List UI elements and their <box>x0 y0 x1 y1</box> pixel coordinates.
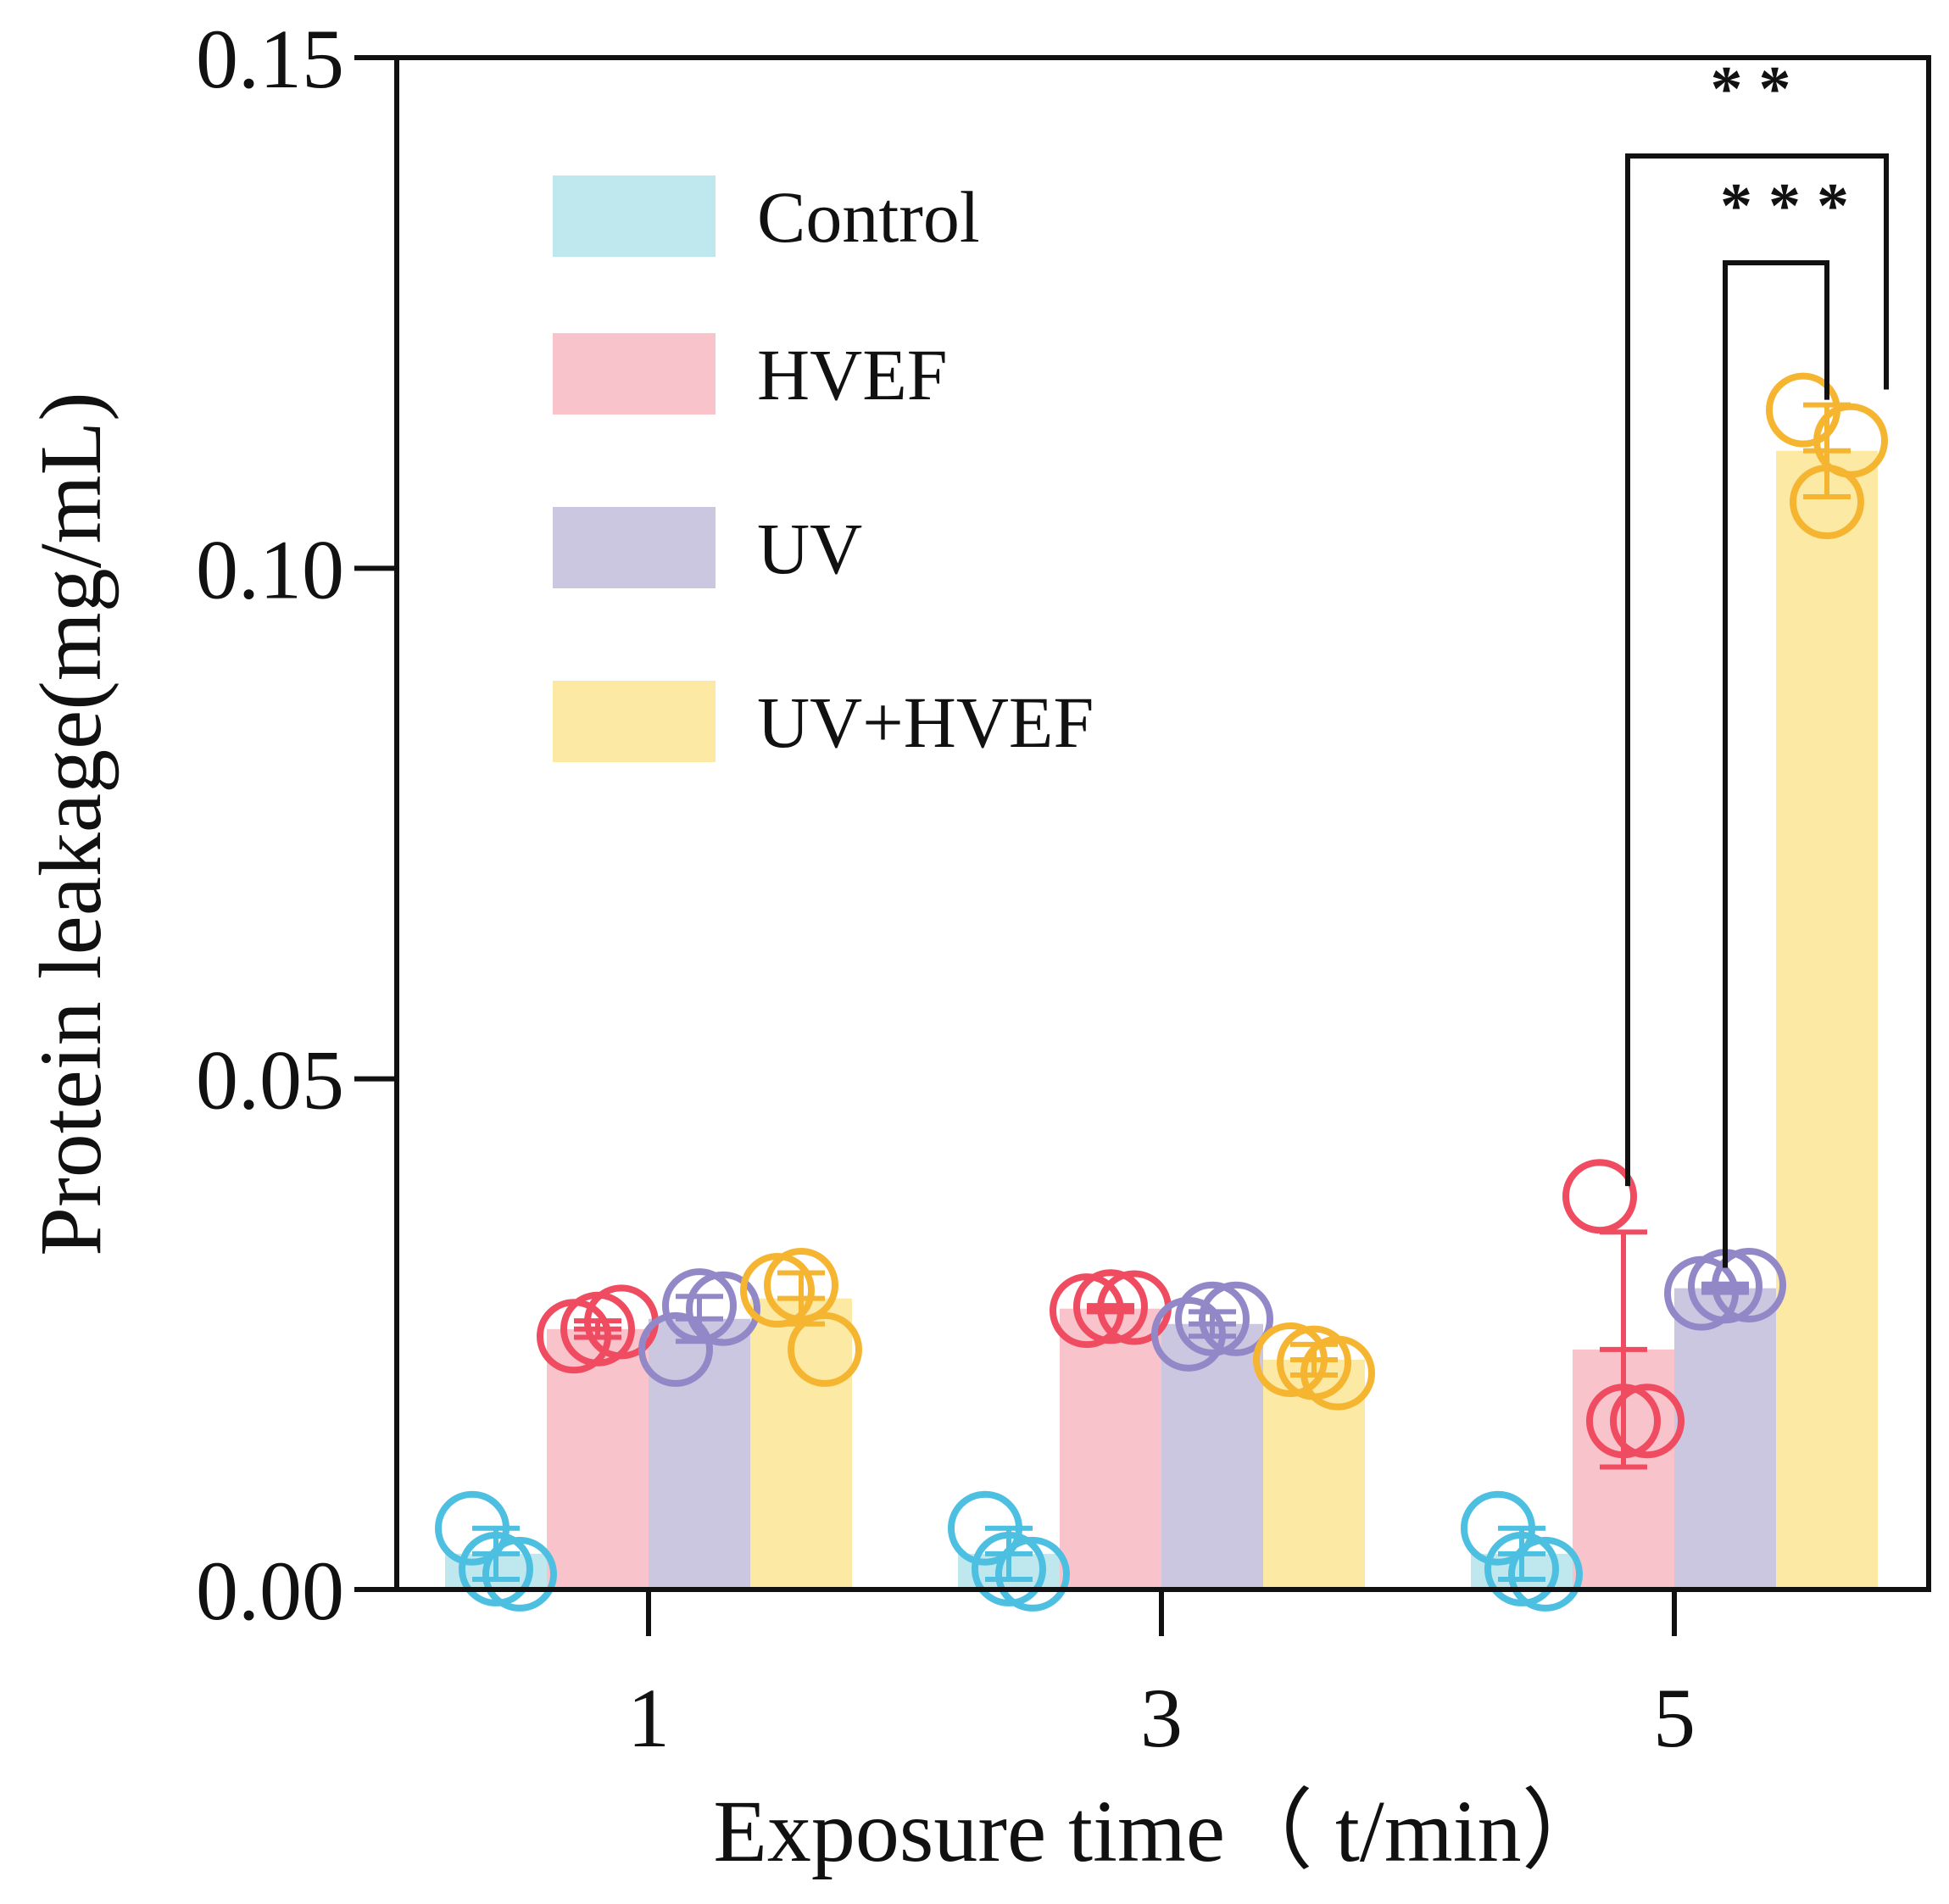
legend-item-hvef: HVEF <box>553 333 948 415</box>
bar-hvef-t1 <box>547 1328 649 1589</box>
error-bar-hvef-t3 <box>1087 1303 1134 1315</box>
error-bar-uv-t3 <box>1189 1309 1236 1339</box>
x-tick-label: 3 <box>1140 1671 1183 1765</box>
data-point-uv-hvef-t1 <box>788 1311 862 1387</box>
data-point-control-t3 <box>995 1536 1070 1612</box>
error-bar-uv-hvef-t3 <box>1290 1341 1338 1378</box>
legend-label: HVEF <box>757 334 948 415</box>
error-bar-hvef-t1 <box>574 1318 621 1340</box>
y-tick-label: 0.00 <box>196 1544 344 1638</box>
legend: Control HVEF UV UV+HVEF <box>553 175 1094 763</box>
bar-hvef-t3 <box>1060 1308 1161 1589</box>
error-bar-control-t1 <box>472 1525 520 1582</box>
error-bar-control-t3 <box>985 1525 1033 1582</box>
data-point-control-t5 <box>1508 1536 1583 1612</box>
data-point-hvef-t5 <box>1562 1159 1637 1234</box>
y-tick-label: 0.15 <box>196 12 344 106</box>
error-bar-hvef-t5 <box>1600 1229 1647 1470</box>
bar-uv-hvef-t5 <box>1776 450 1878 1590</box>
legend-swatch <box>553 175 716 257</box>
legend-item-uv-hvef: UV+HVEF <box>553 681 1094 763</box>
x-tick-label: 5 <box>1653 1671 1696 1765</box>
bar-uv-hvef-t1 <box>750 1298 852 1589</box>
error-bar-uv-t5 <box>1701 1281 1749 1295</box>
data-point-uv-hvef-t3 <box>1277 1325 1351 1400</box>
legend-swatch <box>553 507 716 588</box>
data-point-control-t1 <box>482 1536 557 1612</box>
x-axis-title: Exposure time（ t/min） <box>713 1783 1609 1880</box>
significance-layer: * * * * * <box>1625 53 1889 1268</box>
data-point-hvef-t5 <box>1610 1383 1684 1459</box>
error-bar-control-t5 <box>1498 1525 1545 1582</box>
error-bar-uv-t1 <box>676 1294 723 1344</box>
legend-label: UV+HVEF <box>757 682 1094 763</box>
significance-label-inner: * * * <box>1720 170 1849 242</box>
data-point-hvef-t1 <box>560 1291 635 1367</box>
legend-label: UV <box>757 508 862 589</box>
data-point-uv-t3 <box>1199 1281 1273 1356</box>
y-tick-label: 0.10 <box>196 522 344 616</box>
significance-bracket-outer <box>1625 153 1889 1187</box>
legend-item-control: Control <box>553 175 980 258</box>
error-bar-uv-hvef-t1 <box>777 1270 825 1327</box>
legend-swatch <box>553 333 716 415</box>
legend-label: Control <box>757 176 980 258</box>
data-point-uv-t3 <box>1175 1281 1250 1356</box>
bar-uv-t1 <box>649 1318 750 1589</box>
significance-bracket-inner <box>1723 260 1829 1268</box>
data-point-hvef-t3 <box>1073 1269 1148 1344</box>
bars-layer <box>445 450 1878 1590</box>
legend-swatch <box>553 681 716 762</box>
error-bars-layer <box>472 402 1851 1582</box>
data-point-uv-t1 <box>638 1311 713 1387</box>
error-bar-uv-hvef-t5 <box>1803 402 1851 500</box>
legend-item-uv: UV <box>553 507 862 589</box>
significance-label-outer: * * <box>1711 53 1791 125</box>
x-tick-label: 1 <box>627 1671 670 1765</box>
y-axis-title: Protein leakage(mg/mL) <box>22 392 120 1255</box>
y-tick-label: 0.05 <box>196 1033 344 1127</box>
bar-uv-t5 <box>1674 1288 1776 1589</box>
axes-layer: 0.00 0.05 0.10 0.15 1 3 5 Exposure time（ t/min）… <box>22 12 1931 1880</box>
